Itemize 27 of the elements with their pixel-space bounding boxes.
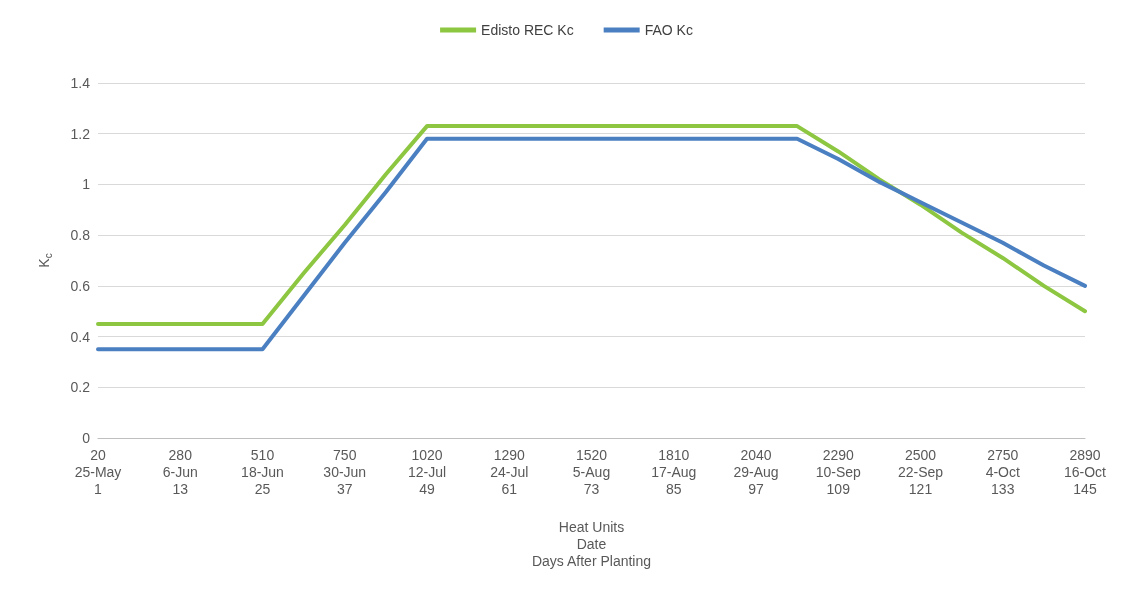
x-tick-label: 280 6-Jun 13 xyxy=(162,446,198,497)
y-tick-label: 0.2 xyxy=(70,379,91,396)
x-tick-label: 2040 29-Aug 97 xyxy=(733,446,779,497)
x-tick-label: 2750 4-Oct 133 xyxy=(985,446,1020,497)
x-tick-label: 1290 24-Jul 61 xyxy=(490,446,529,497)
y-tick-label: 0 xyxy=(82,430,91,446)
x-tick-label: 2290 10-Sep 109 xyxy=(815,446,862,497)
legend-label: FAO Kc xyxy=(644,22,693,38)
y-axis-title: Kc xyxy=(36,253,54,268)
x-tick-label: 1810 17-Aug 85 xyxy=(651,446,697,497)
y-tick-label: 0.8 xyxy=(70,227,91,244)
x-tick-label: 1020 12-Jul 49 xyxy=(407,446,447,497)
y-tick-label: 1 xyxy=(82,176,91,193)
x-tick-label: 2890 16-Oct 145 xyxy=(1063,446,1107,497)
x-tick-label: 1520 5-Aug 73 xyxy=(572,446,611,497)
x-tick-label: 510 18-Jun 25 xyxy=(241,446,284,497)
x-tick-label: 2500 22-Sep 121 xyxy=(897,446,944,497)
x-tick-label: 750 30-Jun 37 xyxy=(323,446,367,497)
line-series xyxy=(96,124,1087,326)
y-tick-label: 1.4 xyxy=(70,75,91,91)
y-tick-label: 0.6 xyxy=(70,277,91,294)
legend-label: Edisto REC Kc xyxy=(481,22,574,38)
line-series xyxy=(96,136,1087,352)
y-tick-label: 1.2 xyxy=(70,125,91,142)
x-axis-title: Heat Units Date Days After Planting xyxy=(531,518,652,569)
y-tick-label: 0.4 xyxy=(70,328,91,345)
x-tick-label: 20 25-May 1 xyxy=(74,446,122,497)
